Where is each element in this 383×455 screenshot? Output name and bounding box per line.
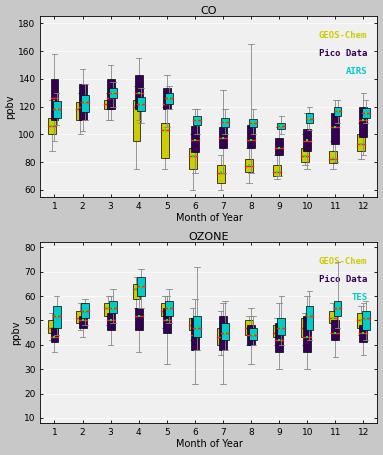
Bar	[165, 93, 173, 104]
Bar	[277, 123, 285, 129]
Text: TES: TES	[351, 293, 367, 302]
Text: GEOS-Chem: GEOS-Chem	[319, 31, 367, 40]
Bar	[105, 100, 112, 109]
Bar	[48, 117, 56, 134]
Bar	[81, 303, 89, 318]
Bar	[135, 75, 143, 109]
Bar	[301, 148, 309, 162]
Bar	[53, 306, 61, 328]
Bar	[245, 159, 253, 172]
Bar	[79, 84, 87, 121]
Bar	[360, 325, 367, 342]
Bar	[193, 116, 201, 125]
Bar	[191, 318, 199, 350]
Title: OZONE: OZONE	[189, 232, 229, 242]
Bar	[334, 301, 342, 316]
Text: AIRS: AIRS	[346, 67, 367, 76]
Text: GEOS-Chem: GEOS-Chem	[319, 257, 367, 266]
Bar	[163, 88, 171, 109]
Title: CO: CO	[201, 5, 217, 15]
Bar	[275, 138, 283, 155]
Bar	[331, 320, 339, 340]
Bar	[217, 328, 225, 345]
Bar	[160, 303, 169, 316]
Bar	[133, 284, 141, 298]
Bar	[221, 323, 229, 340]
Bar	[107, 313, 115, 330]
Y-axis label: ppbv: ppbv	[11, 320, 21, 345]
Bar	[135, 308, 143, 330]
Y-axis label: ppbv: ppbv	[6, 94, 16, 119]
Bar	[247, 125, 255, 148]
Bar	[273, 325, 281, 338]
X-axis label: Month of Year: Month of Year	[175, 440, 242, 450]
Bar	[163, 308, 171, 333]
Bar	[357, 313, 365, 328]
Bar	[81, 96, 89, 112]
Bar	[362, 108, 370, 117]
Bar	[362, 311, 370, 330]
Bar	[189, 318, 196, 330]
Bar	[165, 301, 173, 316]
Bar	[51, 79, 59, 121]
Bar	[247, 325, 255, 345]
Bar	[357, 134, 365, 151]
X-axis label: Month of Year: Month of Year	[175, 213, 242, 223]
Bar	[360, 106, 367, 137]
Bar	[191, 126, 199, 152]
Bar	[137, 277, 145, 296]
Bar	[217, 165, 225, 183]
Bar	[51, 328, 59, 342]
Text: Pico Data: Pico Data	[319, 275, 367, 284]
Bar	[76, 311, 84, 323]
Bar	[249, 328, 257, 340]
Bar	[160, 123, 169, 158]
Bar	[189, 148, 196, 169]
Bar	[303, 129, 311, 151]
Bar	[245, 320, 253, 335]
Bar	[303, 316, 311, 352]
Bar	[105, 303, 112, 316]
Bar	[306, 113, 313, 123]
Bar	[219, 127, 227, 148]
Bar	[306, 306, 313, 330]
Bar	[48, 320, 56, 333]
Bar	[107, 79, 115, 109]
Bar	[275, 323, 283, 352]
Bar	[331, 113, 339, 144]
Bar	[221, 117, 229, 127]
Bar	[133, 100, 141, 141]
Bar	[109, 88, 117, 98]
Bar	[53, 101, 61, 117]
Bar	[137, 97, 145, 111]
Bar	[277, 318, 285, 335]
Bar	[273, 165, 281, 176]
Bar	[329, 311, 337, 323]
Bar	[329, 151, 337, 163]
Bar	[219, 316, 227, 350]
Bar	[193, 316, 201, 338]
Bar	[76, 102, 84, 121]
Bar	[334, 106, 342, 116]
Bar	[109, 301, 117, 313]
Text: Pico Data: Pico Data	[319, 49, 367, 58]
Bar	[79, 316, 87, 328]
Bar	[249, 119, 257, 127]
Bar	[301, 318, 309, 338]
